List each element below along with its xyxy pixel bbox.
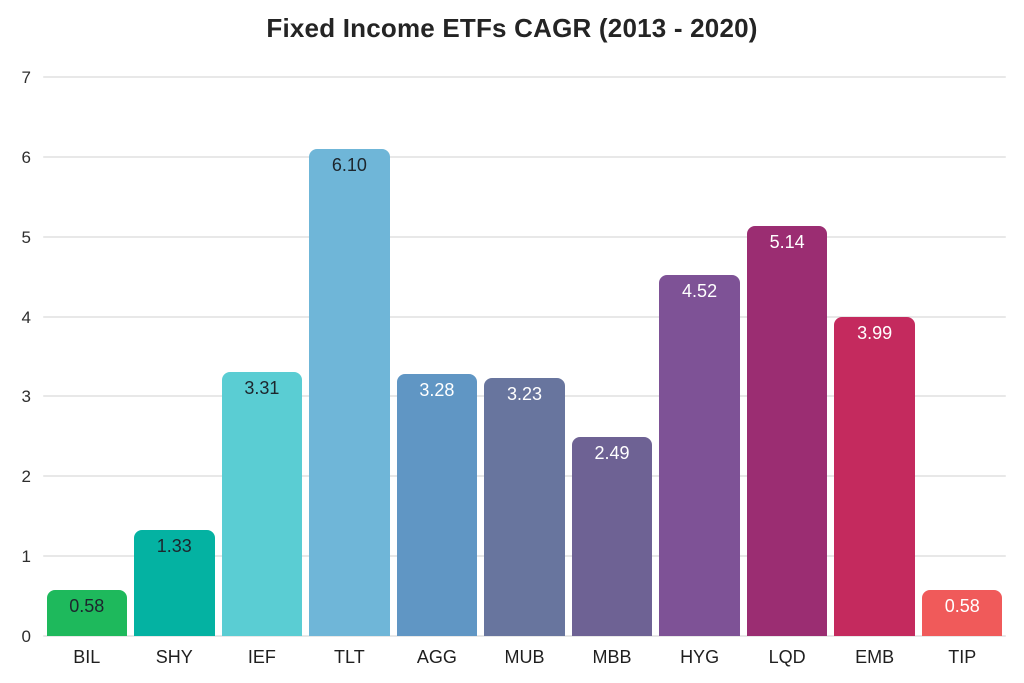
bar-value-label: 3.31 <box>244 377 280 398</box>
y-axis-tick-label: 4 <box>21 307 31 327</box>
bar-BIL: 0.58 <box>46 589 128 636</box>
x-axis-tick-label-IEF: IEF <box>247 647 276 667</box>
y-axis-tick-label: 5 <box>21 227 31 247</box>
y-axis-tick-label: 7 <box>21 68 31 87</box>
bar-SHY: 1.33 <box>134 529 215 636</box>
x-axis-tick-label-TLT: TLT <box>334 647 365 667</box>
bar-AGG: 3.28 <box>396 374 478 636</box>
bar-IEF: 3.31 <box>221 371 303 636</box>
x-axis-tick-label-SHY: SHY <box>155 647 193 667</box>
y-axis-tick-label: 3 <box>21 387 31 407</box>
gridline-y0 <box>43 635 1006 637</box>
bar-value-label: 4.52 <box>682 281 718 302</box>
bar-MBB: 2.49 <box>571 437 653 636</box>
x-axis-tick-label-AGG: AGG <box>416 647 457 667</box>
bar-MUB: 3.23 <box>484 378 565 636</box>
x-axis-tick-label-EMB: EMB <box>855 647 895 667</box>
y-axis-tick-label: 2 <box>21 467 31 487</box>
bar-EMB: 3.99 <box>834 317 915 636</box>
bar-value-label: 2.49 <box>594 443 630 464</box>
gridline-y5 <box>43 235 1006 238</box>
bar-value-label: 3.23 <box>506 384 542 405</box>
y-axis-tick-label: 0 <box>21 627 31 646</box>
y-axis-tick-label: 6 <box>21 147 31 167</box>
bar-value-label: 3.28 <box>419 380 455 401</box>
bar-LQD: 5.14 <box>746 225 828 636</box>
bar-value-label: 5.14 <box>769 231 805 252</box>
bar-value-label: 0.58 <box>69 595 105 616</box>
x-axis-tick-label-LQD: LQD <box>768 647 806 667</box>
x-axis-tick-label-HYG: HYG <box>680 647 720 667</box>
x-axis-tick-label-MUB: MUB <box>504 647 545 667</box>
bar-TLT: 6.10 <box>309 148 390 636</box>
bar-value-label: 3.99 <box>857 323 893 344</box>
bar-value-label: 6.10 <box>331 154 367 175</box>
x-axis-tick-label-MBB: MBB <box>592 647 632 667</box>
x-axis-tick-label-TIP: TIP <box>948 647 977 667</box>
bar-value-label: 1.33 <box>156 535 192 556</box>
bar-HYG: 4.52 <box>659 275 740 636</box>
bar-TIP: 0.58 <box>921 589 1003 636</box>
bar-value-label: 0.58 <box>944 595 980 616</box>
chart-title: Fixed Income ETFs CAGR (2013 - 2020) <box>266 13 758 43</box>
gridline-y6 <box>43 155 1006 158</box>
x-axis-tick-label-BIL: BIL <box>73 647 101 667</box>
gridline-y7 <box>43 76 1006 78</box>
gridline-y4 <box>43 315 1006 318</box>
y-axis-tick-label: 1 <box>21 547 31 567</box>
